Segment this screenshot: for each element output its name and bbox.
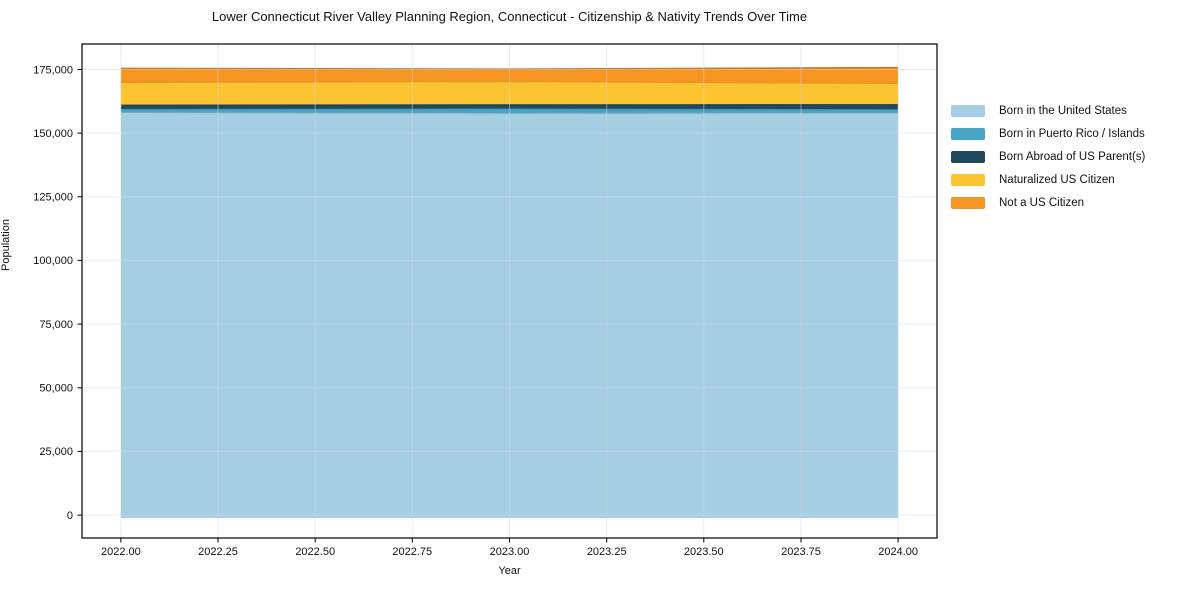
x-tick-label: 2023.50 xyxy=(684,546,724,558)
x-tick-label: 2023.00 xyxy=(490,546,530,558)
x-tick-label: 2022.75 xyxy=(392,546,432,558)
legend-label: Not a US Citizen xyxy=(999,196,1085,209)
legend-label: Born in Puerto Rico / Islands xyxy=(999,127,1145,140)
legend-item: Naturalized US Citizen xyxy=(951,173,1145,186)
legend-item: Born in Puerto Rico / Islands xyxy=(951,127,1145,140)
y-tick-label: 175,000 xyxy=(33,64,73,76)
x-tick-label: 2022.50 xyxy=(295,546,335,558)
legend-item: Not a US Citizen xyxy=(951,196,1145,209)
legend-swatch-icon xyxy=(951,173,985,186)
x-axis-label: Year xyxy=(498,565,521,577)
x-tick-label: 2022.00 xyxy=(101,546,141,558)
y-tick-label: 150,000 xyxy=(33,128,73,140)
y-tick-label: 75,000 xyxy=(39,319,73,331)
x-tick-label: 2023.25 xyxy=(587,546,627,558)
x-tick-label: 2022.25 xyxy=(198,546,238,558)
legend-item: Born in the United States xyxy=(951,104,1145,117)
y-tick-label: 25,000 xyxy=(39,446,73,458)
x-tick-label: 2023.75 xyxy=(781,546,821,558)
legend-swatch-icon xyxy=(951,150,985,163)
y-axis-label: Population xyxy=(0,219,12,271)
legend: Born in the United States Born in Puerto … xyxy=(951,104,1145,209)
legend-label: Born Abroad of US Parent(s) xyxy=(999,150,1146,163)
legend-label: Naturalized US Citizen xyxy=(999,173,1115,186)
y-tick-label: 0 xyxy=(67,510,73,522)
legend-swatch-icon xyxy=(951,196,985,209)
chart-title: Lower Connecticut River Valley Planning … xyxy=(211,9,808,24)
legend-swatch-icon xyxy=(951,104,985,117)
legend-label: Born in the United States xyxy=(999,104,1127,117)
x-tick-label: 2024.00 xyxy=(878,546,918,558)
y-tick-label: 125,000 xyxy=(33,192,73,204)
legend-swatch-icon xyxy=(951,127,985,140)
y-tick-label: 100,000 xyxy=(33,255,73,267)
y-tick-label: 50,000 xyxy=(39,383,73,395)
legend-item: Born Abroad of US Parent(s) xyxy=(951,150,1145,163)
